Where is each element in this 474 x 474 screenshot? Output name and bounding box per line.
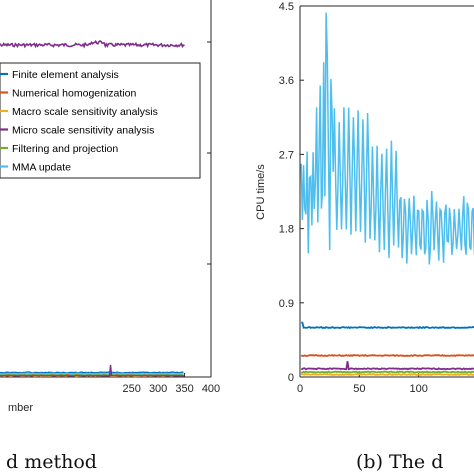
left-x-axis-label: mber [8,402,33,414]
legend-label-1: Numerical homogenization [12,88,136,100]
right-series-micro-scale [301,361,474,371]
right-x-tick-label-50: 50 [353,383,365,395]
right-y-tick-label-2.7: 2.7 [279,149,294,161]
left-x-tick-label-250: 250 [123,383,141,395]
right-caption: (b) The d [356,451,443,473]
right-series-mma-update [300,12,474,265]
legend-label-5: MMA update [12,162,71,174]
right-y-tick-label-0: 0 [288,372,294,384]
left-x-tick-label-400: 400 [202,383,220,395]
right-y-axis-label: CPU time/s [255,164,267,220]
right-series-macro-scale [300,372,474,377]
left-series-0 [0,371,184,374]
legend-label-4: Filtering and projection [12,143,118,155]
left-x-tick-label-350: 350 [175,383,193,395]
right-y-tick-label-4.5: 4.5 [279,1,294,13]
right-x-tick-label-0: 0 [297,383,303,395]
right-y-tick-label-1.8: 1.8 [279,224,294,236]
left-x-tick-label-300: 300 [149,383,167,395]
legend-label-0: Finite element analysis [12,69,119,81]
legend-label-3: Micro scale sensitivity analysis [12,125,154,137]
legend-label-2: Macro scale sensitivity analysis [12,106,158,118]
right-y-tick-label-0.9: 0.9 [279,298,294,310]
left-purple-spike [108,364,113,377]
left-series-5 [0,372,184,375]
left-series-micro-scale [0,39,185,49]
right-x-tick-label-100: 100 [409,383,427,395]
left-caption: d method [6,451,97,473]
legend-box [0,62,201,179]
right-series-homogenization [301,354,474,358]
right-series-finite-element [301,321,474,330]
right-series-filtering [300,370,474,374]
right-y-tick-label-3.6: 3.6 [279,75,294,87]
